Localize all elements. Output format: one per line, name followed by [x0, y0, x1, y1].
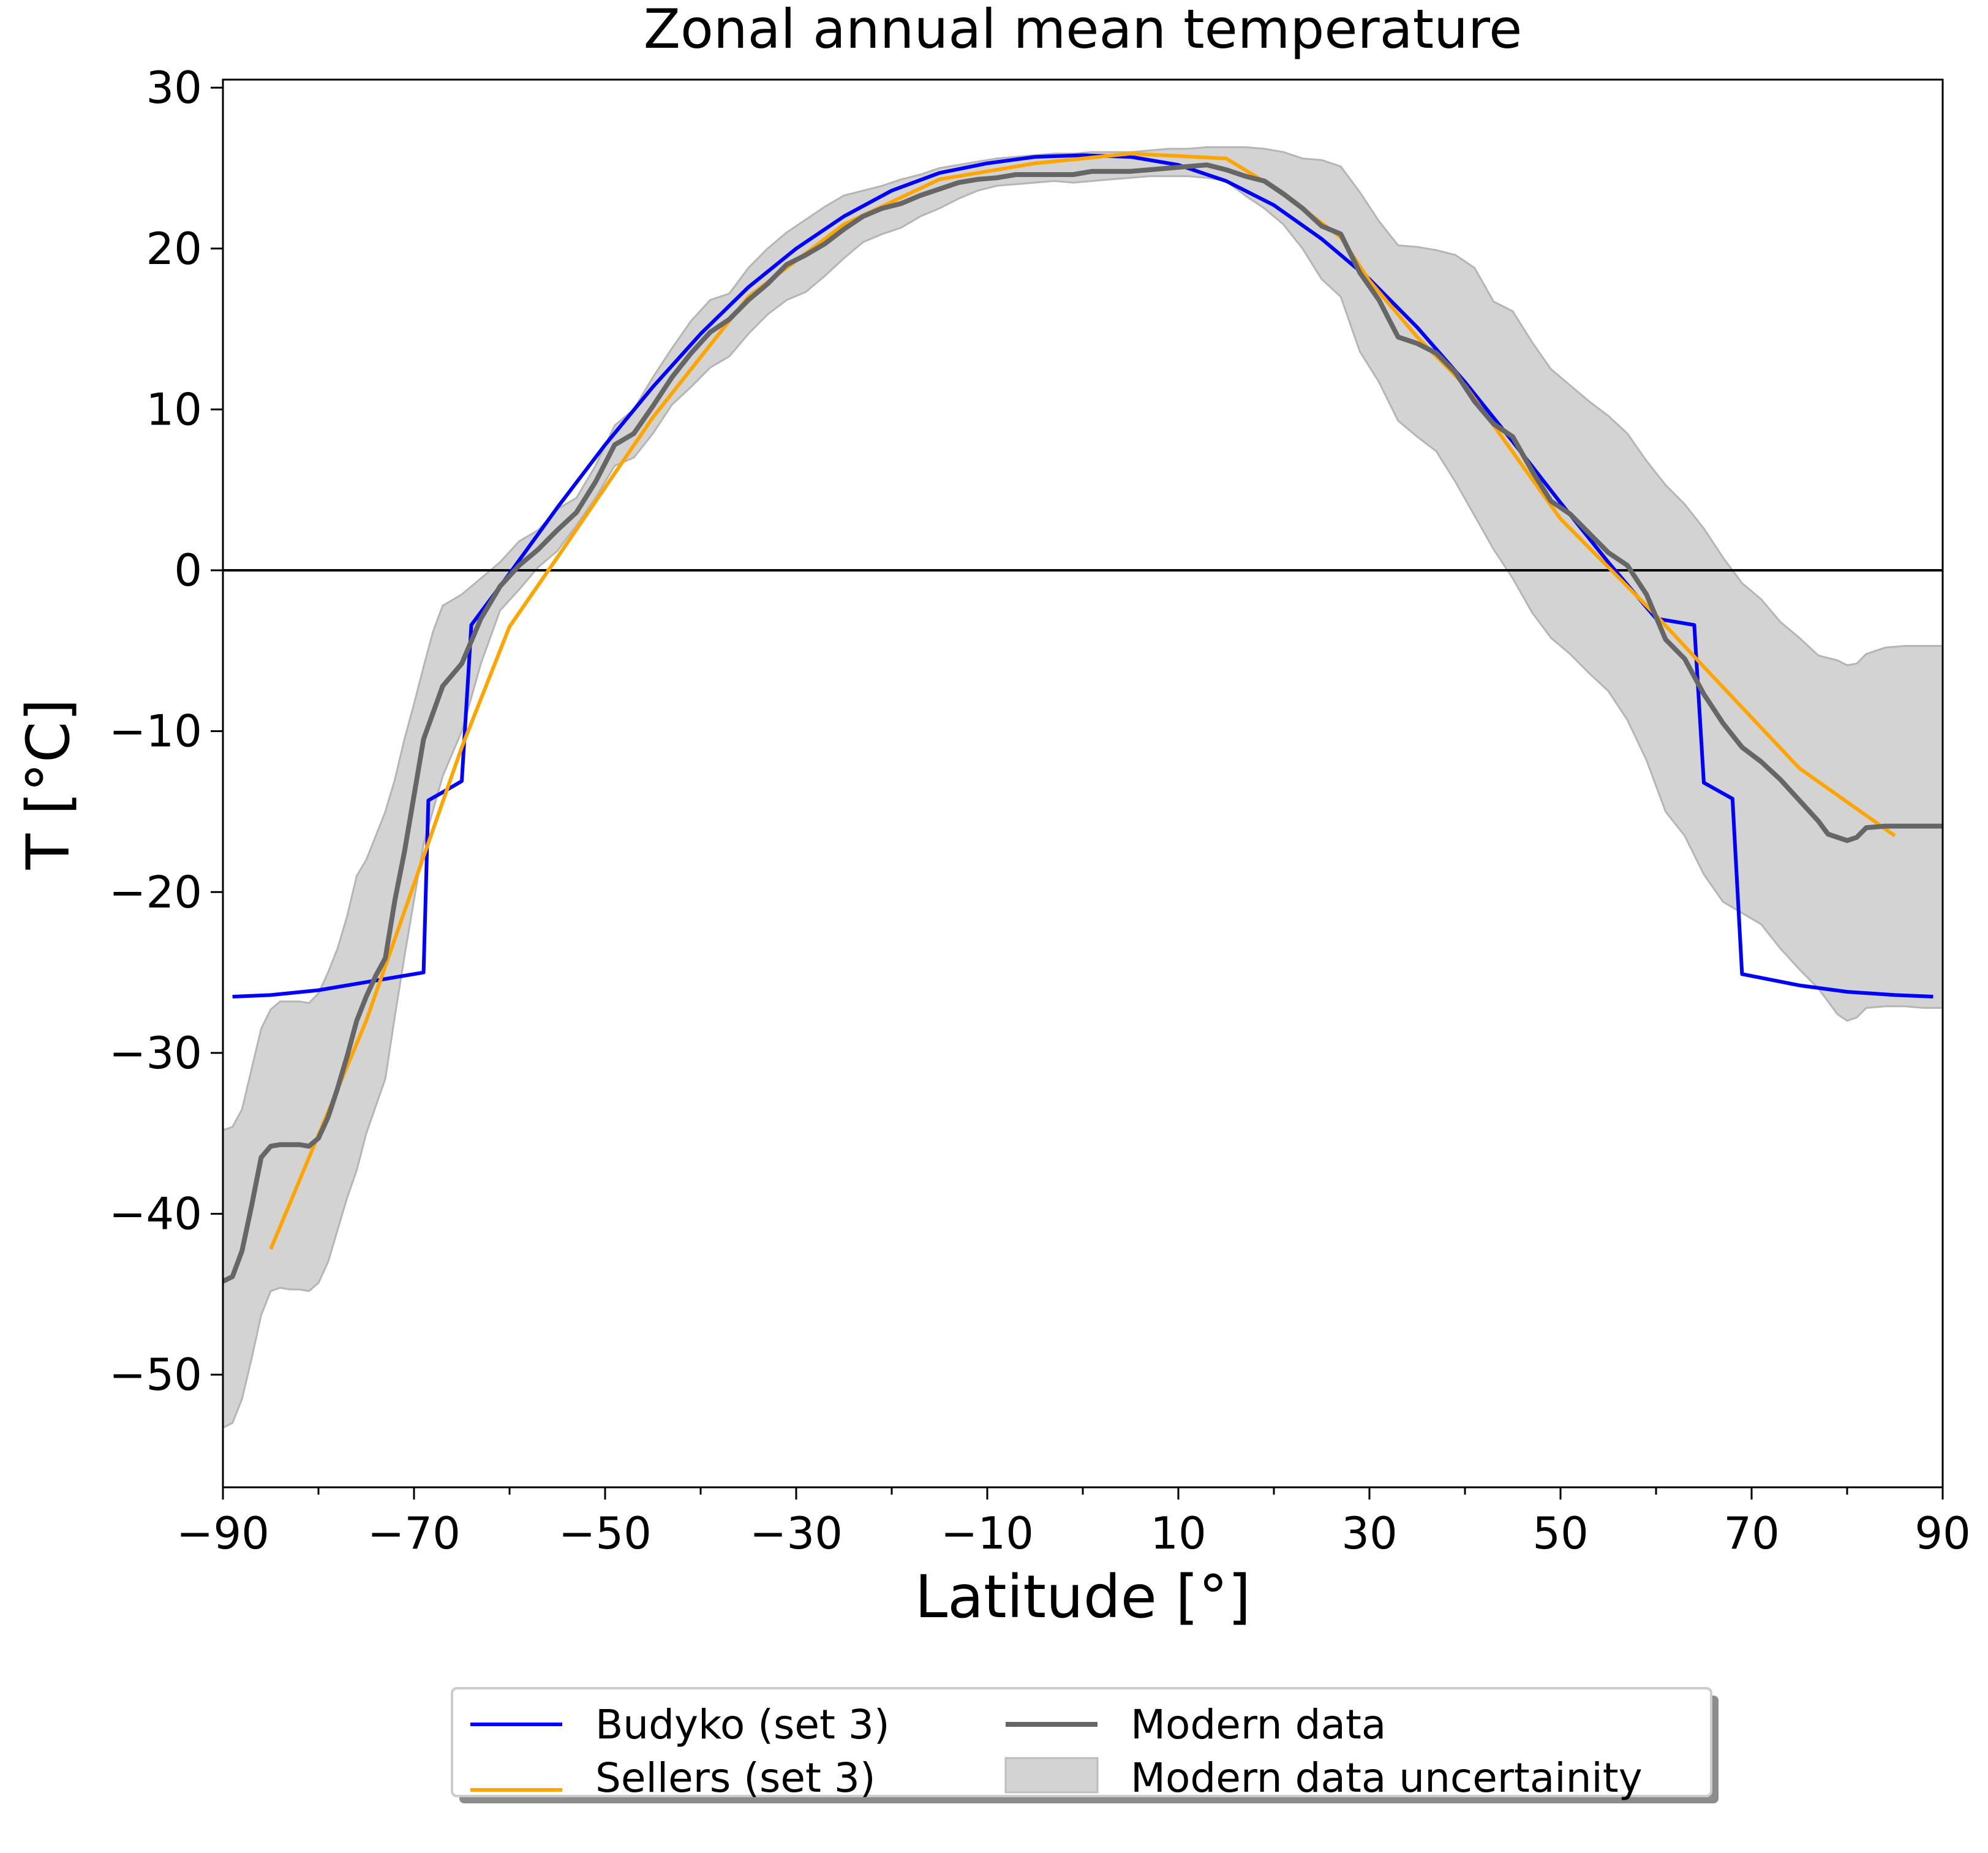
y-tick-label: 30	[146, 62, 202, 113]
y-tick-label: 20	[146, 223, 202, 274]
x-tick-label: −10	[941, 1508, 1034, 1559]
legend-label-sellers: Sellers (set 3)	[595, 1754, 876, 1802]
x-tick-label: 50	[1532, 1508, 1589, 1559]
series-line-budyko	[232, 153, 1933, 998]
x-tick-label: −50	[559, 1508, 652, 1559]
x-axis-label: Latitude [°]	[915, 1563, 1251, 1631]
y-tick-label: −20	[109, 866, 202, 918]
x-tick-label: −30	[750, 1508, 843, 1559]
series-line-modern-data	[222, 162, 1943, 1284]
legend-swatch-uncertainty	[1004, 1757, 1099, 1794]
legend-label-budyko: Budyko (set 3)	[595, 1701, 890, 1748]
x-tick-label: −90	[176, 1508, 269, 1559]
legend-box	[451, 1687, 1712, 1797]
y-tick-label: 0	[174, 545, 202, 596]
y-tick-label: −40	[109, 1188, 202, 1240]
chart-title: Zonal annual mean temperature	[644, 0, 1523, 61]
y-tick-label: −50	[109, 1349, 202, 1400]
series-line-sellers	[269, 151, 1896, 1250]
x-tick-label: 90	[1915, 1508, 1971, 1559]
legend-label-uncertainty: Modern data uncertainity	[1131, 1754, 1643, 1802]
y-tick-label: 10	[146, 383, 202, 435]
x-tick-label: 10	[1150, 1508, 1207, 1559]
plot-area	[222, 146, 1944, 1430]
legend: Budyko (set 3) Sellers (set 3) Modern da…	[451, 1687, 1719, 1803]
x-tick-label: −70	[367, 1508, 461, 1559]
x-tick-label: 70	[1723, 1508, 1780, 1559]
axis-ticks: −90 −70 −50 −30 −10 10 30 50 70 90 30 20 10 0 −10 −20 −3…	[109, 62, 1971, 1559]
x-tick-label: 30	[1341, 1508, 1398, 1559]
y-tick-label: −30	[109, 1027, 202, 1079]
y-tick-label: −10	[109, 706, 202, 757]
legend-label-modern-data: Modern data	[1131, 1701, 1386, 1748]
y-axis-label: T [°C]	[14, 698, 83, 870]
